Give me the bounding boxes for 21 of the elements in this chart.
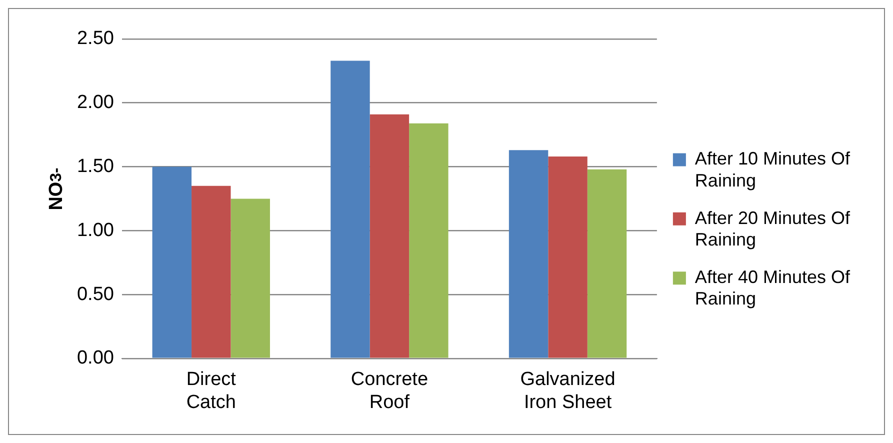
y-tick-label: 1.50	[76, 156, 114, 177]
bar	[330, 60, 370, 358]
bar	[548, 156, 588, 358]
bar	[409, 123, 448, 358]
bar	[230, 198, 270, 358]
legend-label: After 20 Minutes Of Raining	[694, 208, 851, 250]
y-tick-label: 1.00	[76, 220, 114, 241]
y-tick-label: 2.50	[76, 28, 114, 50]
y-tick-label: 0.00	[76, 348, 114, 369]
x-tick-label: Direct Catch	[186, 369, 237, 413]
bar	[508, 150, 548, 358]
bar	[370, 114, 410, 358]
bar	[152, 166, 192, 358]
y-tick-label: 0.50	[76, 284, 114, 305]
bar	[192, 186, 231, 358]
x-tick-label: Galvanized Iron Sheet	[520, 369, 616, 413]
bar	[587, 169, 627, 358]
x-tick-label: Concrete Roof	[350, 369, 428, 413]
legend-label: After 40 Minutes Of Raining	[694, 267, 851, 309]
y-tick-label: 2.00	[76, 92, 114, 114]
legend-label: After 10 Minutes Of Raining	[694, 148, 851, 190]
